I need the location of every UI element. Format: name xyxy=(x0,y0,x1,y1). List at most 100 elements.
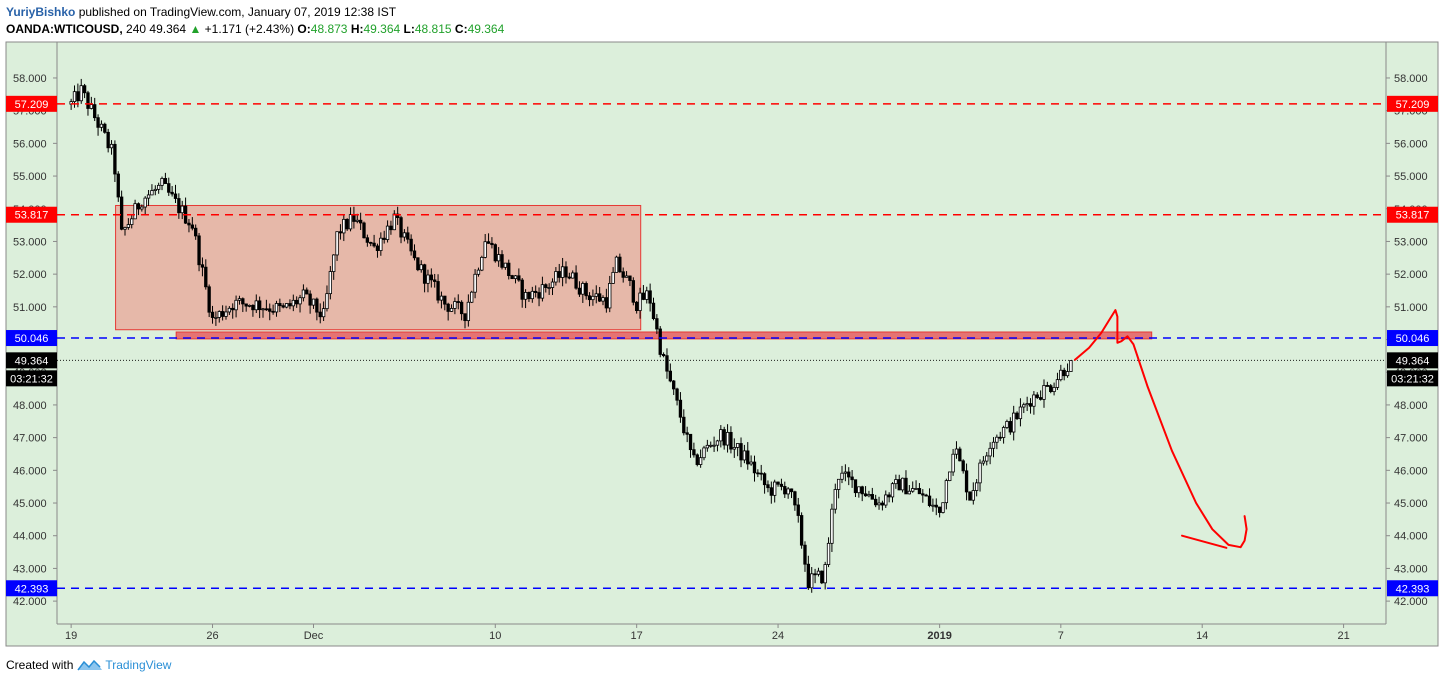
countdown-tag-right: 03:21:32 xyxy=(1391,373,1434,385)
candle-body xyxy=(860,486,864,495)
candle-body xyxy=(927,495,932,506)
hand-drawn-projection[interactable] xyxy=(1074,309,1248,549)
candle-body xyxy=(1049,385,1053,393)
candle-body xyxy=(345,218,349,230)
candle-body xyxy=(628,275,632,281)
candle-body xyxy=(779,483,784,487)
level-tag-right: 42.393 xyxy=(1396,583,1430,595)
x-tick-label: 10 xyxy=(489,630,501,642)
candle-body xyxy=(894,479,898,485)
candle-body xyxy=(389,225,393,231)
candle-body xyxy=(702,447,706,459)
y-tick-label: 53.000 xyxy=(1394,236,1428,248)
candle-body xyxy=(688,433,693,451)
candle-body xyxy=(651,302,656,320)
candle-body xyxy=(99,123,104,128)
candle-body xyxy=(463,313,467,322)
candle-body xyxy=(517,275,521,281)
candle-body xyxy=(163,178,168,184)
candle-body xyxy=(295,299,299,305)
candle-body xyxy=(1069,360,1073,372)
candle-body xyxy=(426,274,430,284)
candle-body xyxy=(143,197,147,208)
candle-body xyxy=(756,472,760,475)
current-price-tag-left: 49.364 xyxy=(15,355,49,367)
high-label: H: xyxy=(350,22,364,36)
candle-body xyxy=(177,198,181,214)
candle-body xyxy=(985,455,989,462)
level-tag-left-bg xyxy=(6,330,57,347)
candle-body xyxy=(160,178,164,186)
candle-body xyxy=(402,232,407,238)
candle-body xyxy=(234,299,238,311)
candle-body xyxy=(79,85,83,102)
projection-arrow-path[interactable] xyxy=(1074,309,1248,549)
candle-body xyxy=(1022,404,1026,408)
candle-body xyxy=(880,502,885,506)
y-tick-label: 44.000 xyxy=(13,531,47,543)
candle-body xyxy=(867,494,871,497)
x-tick-label: 17 xyxy=(631,630,643,642)
candle-body xyxy=(813,573,817,576)
candle-body xyxy=(897,479,901,491)
chart-header-line1: YuriyBishko published on TradingView.com… xyxy=(6,5,396,19)
symbol-name[interactable]: OANDA:WTICOUSD xyxy=(6,22,120,36)
candle-body xyxy=(890,483,895,498)
candle-body xyxy=(803,544,807,565)
support-zone-rect[interactable] xyxy=(175,331,1153,340)
candle-body xyxy=(338,231,343,234)
candle-body xyxy=(321,308,326,318)
candle-body xyxy=(180,205,184,214)
candle-body xyxy=(422,264,427,284)
candle-body xyxy=(887,494,891,498)
candle-body xyxy=(513,275,518,280)
projection-arrow-head[interactable] xyxy=(1181,534,1228,549)
candle-body xyxy=(601,297,605,302)
candle-body xyxy=(836,478,841,490)
candle-body xyxy=(971,490,975,501)
candle-body xyxy=(567,276,572,279)
candle-body xyxy=(587,295,592,301)
level-tag-right: 57.209 xyxy=(1396,99,1430,111)
candle-body xyxy=(291,299,295,307)
candle-body xyxy=(429,274,433,281)
author-link[interactable]: YuriyBishko xyxy=(6,5,76,19)
candle-body xyxy=(981,460,986,464)
created-with-text: Created with xyxy=(6,658,74,672)
consolidation-range-box[interactable] xyxy=(115,204,642,331)
candle-body xyxy=(641,292,646,300)
candle-body xyxy=(311,298,316,306)
candle-body xyxy=(530,290,534,300)
candle-body xyxy=(668,370,672,382)
candle-body xyxy=(406,232,410,240)
candle-body xyxy=(675,388,679,401)
horizontal-levels[interactable] xyxy=(57,103,1386,590)
candle-body xyxy=(1005,421,1009,428)
candle-body xyxy=(264,308,269,311)
candle-body xyxy=(433,279,437,282)
candle-body xyxy=(830,508,834,544)
open-value: 48.873 xyxy=(310,22,348,36)
candle-body xyxy=(170,191,174,195)
candle-body xyxy=(924,494,928,497)
plot-background[interactable] xyxy=(5,41,1439,647)
candle-body xyxy=(1008,421,1012,433)
candle-body xyxy=(113,143,117,175)
x-tick-label: 24 xyxy=(772,630,784,642)
candle-body xyxy=(227,307,232,313)
candle-body xyxy=(534,290,538,293)
candle-body xyxy=(257,300,262,311)
candle-body xyxy=(719,429,723,442)
candle-body xyxy=(557,271,561,278)
tradingview-logo-icon xyxy=(77,659,103,671)
low-value: 48.815 xyxy=(414,22,452,36)
candle-body xyxy=(645,290,649,300)
candle-body xyxy=(661,354,666,357)
candle-body xyxy=(365,237,370,243)
candle-body xyxy=(975,482,979,491)
open-label: O: xyxy=(297,22,311,36)
tradingview-brand[interactable]: TradingView xyxy=(105,658,172,672)
x-tick-label: 19 xyxy=(65,630,77,642)
candle-body xyxy=(594,293,598,297)
